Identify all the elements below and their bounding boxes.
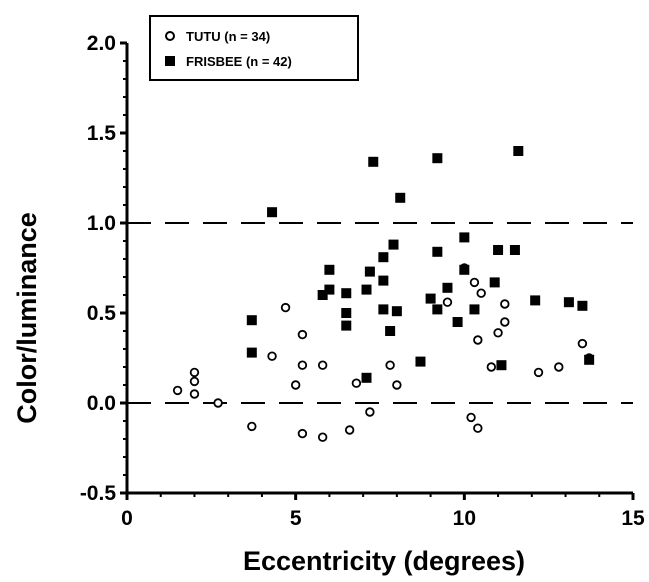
frisbee-point (361, 284, 372, 295)
frisbee-point (378, 275, 389, 286)
tutu-point (554, 362, 564, 372)
tutu-point (267, 351, 277, 361)
y-tick-label: 0.5 (87, 302, 117, 325)
x-tick-label: 10 (453, 507, 476, 530)
tutu-point (290, 380, 301, 390)
legend-frisbee-label: FRISBEE (n = 42) (186, 54, 292, 69)
frisbee-point (361, 372, 372, 383)
frisbee-point (530, 295, 541, 306)
frisbee-point (452, 317, 463, 327)
series-0 (172, 263, 594, 442)
frisbee-point (317, 290, 328, 300)
legend-frisbee-marker (165, 56, 175, 66)
axes (125, 43, 633, 495)
frisbee-point (442, 282, 453, 293)
tutu-point (189, 367, 200, 378)
tutu-point (247, 421, 257, 432)
frisbee-point (341, 308, 352, 318)
tutu-point (172, 385, 183, 396)
tutu-point (469, 277, 480, 288)
frisbee-point (496, 360, 507, 371)
tutu-point (486, 362, 497, 372)
x-tick-label: 0 (121, 507, 133, 530)
tutu-point (533, 367, 544, 378)
frisbee-point (385, 326, 396, 336)
tutu-point (189, 376, 200, 387)
tutu-point (317, 432, 328, 442)
x-tick-label: 15 (621, 507, 645, 530)
frisbee-point (584, 354, 595, 365)
tutu-point (392, 380, 402, 390)
y-tick-label: 1.5 (87, 122, 117, 145)
frisbee-point (341, 320, 352, 331)
tutu-point (442, 297, 453, 307)
tutu-point (500, 299, 510, 309)
y-tick-label: -0.5 (80, 482, 117, 505)
data-points (172, 146, 595, 442)
frisbee-point (267, 207, 278, 218)
frisbee-point (324, 264, 335, 275)
frisbee-point (246, 347, 257, 358)
frisbee-point (364, 266, 375, 277)
ticks: -0.5 0.0 0.5 1.0 1.5 2.0 0 5 10 15 (80, 32, 645, 530)
frisbee-point (563, 297, 574, 308)
frisbee-point (432, 153, 443, 164)
tutu-point (213, 398, 223, 408)
tutu-point (577, 338, 588, 349)
frisbee-point (368, 156, 379, 167)
frisbee-point (341, 288, 352, 299)
frisbee-point (378, 252, 389, 263)
frisbee-point (469, 304, 480, 315)
frisbee-point (493, 245, 504, 255)
frisbee-point (509, 245, 520, 255)
frisbee-point (577, 300, 588, 311)
tutu-point (473, 423, 483, 433)
legend-tutu-label: TUTU (n = 34) (186, 29, 270, 44)
tutu-point (297, 428, 308, 439)
tutu-point (385, 360, 395, 370)
tutu-point (297, 329, 308, 340)
x-axis-title: Eccentricity (degrees) (243, 546, 525, 576)
reference-lines (127, 222, 633, 404)
tutu-point (280, 302, 291, 313)
tutu-point (317, 360, 328, 370)
series-1 (246, 146, 595, 383)
frisbee-point (425, 293, 436, 304)
frisbee-point (489, 277, 500, 288)
tutu-point (351, 378, 362, 388)
frisbee-point (324, 284, 335, 295)
legend-tutu-marker (165, 31, 175, 41)
tutu-point (476, 288, 486, 298)
frisbee-point (459, 232, 470, 243)
tutu-point (466, 412, 476, 423)
legend-box (149, 15, 359, 81)
frisbee-point (415, 356, 426, 367)
y-tick-label: 0.0 (87, 392, 116, 415)
frisbee-point (395, 192, 406, 203)
tutu-point (189, 389, 200, 399)
y-axis-title: Color/luminance (12, 212, 42, 424)
frisbee-point (513, 146, 524, 156)
tutu-point (473, 335, 483, 345)
tutu-point (365, 407, 375, 417)
y-tick-label: 1.0 (87, 212, 116, 235)
x-tick-label: 5 (290, 507, 302, 530)
frisbee-point (432, 246, 443, 257)
frisbee-point (388, 239, 399, 250)
y-tick-label: 2.0 (87, 32, 116, 55)
frisbee-point (246, 315, 257, 326)
frisbee-point (432, 304, 443, 315)
tutu-point (344, 425, 355, 435)
frisbee-point (378, 304, 389, 315)
tutu-point (493, 328, 503, 338)
frisbee-point (459, 264, 470, 275)
frisbee-point (391, 306, 402, 317)
legend: TUTU (n = 34) FRISBEE (n = 42) (149, 15, 359, 81)
tutu-point (297, 360, 308, 370)
tutu-point (500, 317, 510, 327)
